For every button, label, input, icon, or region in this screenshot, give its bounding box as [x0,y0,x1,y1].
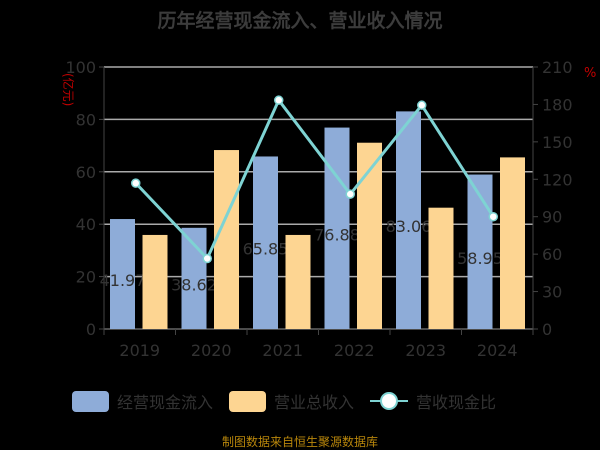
x-tick-label: 2020 [191,341,232,360]
x-tick-label: 2021 [262,341,303,360]
x-tick-label: 2019 [119,341,160,360]
bar-cash-inflow [253,156,278,329]
data-label: 76.88 [314,225,360,244]
bar-cash-inflow [110,219,135,329]
bar-cash-inflow [467,174,493,329]
line-point [131,178,141,188]
bar-revenue [142,234,168,329]
bar-revenue [357,142,382,329]
line-point [274,95,284,105]
legend-label: 营收现金比 [416,393,497,412]
data-label: 83.06 [386,217,432,236]
chart-title: 历年经营现金流入、营业收入情况 [157,10,443,32]
y-left-tick-label: 40 [76,215,96,234]
line-point [488,211,498,222]
bar-revenue [428,207,454,329]
y-right-tick-label: 180 [542,95,573,114]
line-point [417,100,427,110]
data-label: 41.97 [100,271,146,290]
bar-revenue [214,150,239,329]
line-point [345,189,355,199]
y-right-tick-label: 150 [542,133,573,152]
bar-revenue [500,157,525,329]
legend-swatch-blue [72,390,109,412]
legend: 经营现金流入 营业总收入 营收现金比 [72,389,512,413]
line-ratio [134,97,495,262]
bar-cash-inflow [396,111,421,329]
data-label: 65.85 [243,240,289,259]
legend-item-ratio[interactable]: 营收现金比 [370,389,496,413]
bar-cash-inflow [324,127,350,329]
legend-label: 营业总收入 [274,393,355,412]
legend-item-cash-inflow[interactable]: 经营现金流入 [72,389,213,413]
data-label: 38.62 [171,275,217,294]
x-tick-label: 2022 [334,341,375,360]
x-tick-label: 2023 [405,341,446,360]
legend-item-revenue[interactable]: 营业总收入 [229,389,354,413]
data-label: 58.95 [457,249,503,268]
x-tick-label: 2024 [477,341,518,360]
y-right-tick-label: 60 [542,245,562,264]
legend-label: 经营现金流入 [117,393,214,412]
y-right-tick-label: 120 [542,170,573,189]
legend-line-marker-icon [370,392,409,410]
y-left-tick-label: 100 [65,58,96,77]
y-right-tick-label: 0 [542,320,552,339]
y-left-tick-label: 0 [86,320,96,339]
y-right-tick-label: 90 [542,208,562,227]
y-left-tick-label: 80 [76,110,96,129]
bar-revenue [285,234,311,329]
source-footer: 制图数据来自恒生聚源数据库 [221,435,378,449]
y-right-tick-label: 30 [542,283,562,302]
y-left-tick-label: 60 [76,163,96,182]
legend-swatch-orange [229,390,267,412]
y-left-axis-label: (亿元) [61,73,76,106]
y-right-tick-label: 210 [542,58,573,77]
y-right-axis-label: % [584,66,596,81]
y-left-tick-label: 20 [76,268,96,287]
line-point [202,253,212,264]
